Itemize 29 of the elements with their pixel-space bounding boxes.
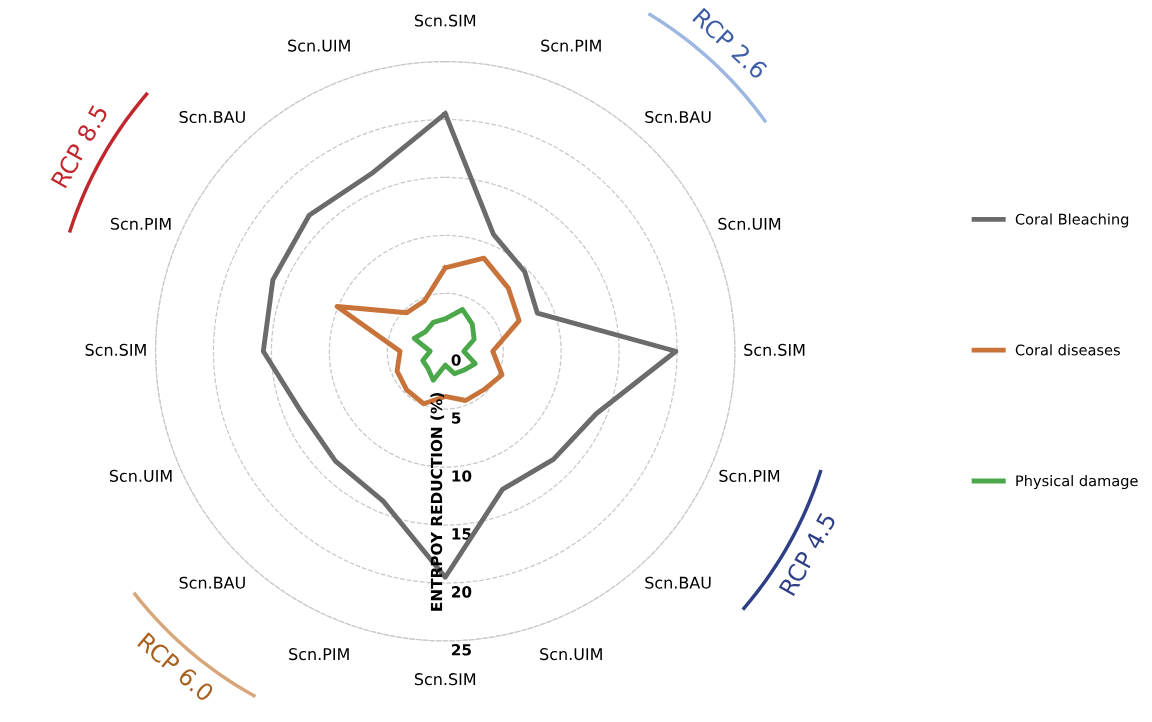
text: RCP 6.0 <box>137 632 215 703</box>
text: ENTRPOY REDUCTION (%) <box>430 393 445 611</box>
legend-label: Coral diseases <box>1015 344 1120 356</box>
legend-label: Coral Bleaching <box>1015 213 1129 228</box>
y-tick-label: 20 <box>452 586 472 598</box>
text: RCP 4.5 <box>778 511 837 597</box>
spoke-label: Scn.UIM <box>288 39 350 52</box>
spoke-label: Scn.PIM <box>719 469 780 482</box>
text: RCP 2.6 <box>692 7 769 80</box>
spoke-label: Scn.UIM <box>718 217 781 230</box>
legend-label: Physical damage <box>1016 474 1138 490</box>
spoke-label: Scn.PIM <box>110 217 171 230</box>
spoke-label: Scn.UIM <box>109 469 172 482</box>
y-tick-label: 10 <box>452 470 472 482</box>
spoke-label: Scn.BAU <box>645 576 711 589</box>
text: RCP 8.5 <box>50 104 109 189</box>
spoke-label: Scn.SIM <box>414 14 476 27</box>
y-tick-label: 25 <box>452 644 471 656</box>
spoke-label: Scn.PIM <box>289 648 349 661</box>
spoke-label: Scn.BAU <box>645 110 711 124</box>
spoke-label: Scn.BAU <box>179 110 245 124</box>
spoke-label: Scn.UIM <box>540 648 602 661</box>
spoke-label: Scn.SIM <box>85 343 146 356</box>
spoke-label: Scn.PIM <box>541 39 601 52</box>
spoke-label: Scn.SIM <box>744 343 805 356</box>
y-tick-label: 0 <box>451 354 461 366</box>
y-tick-label: 5 <box>451 412 461 424</box>
spoke-label: Scn.BAU <box>179 576 245 589</box>
spoke-label: Scn.SIM <box>414 673 476 686</box>
